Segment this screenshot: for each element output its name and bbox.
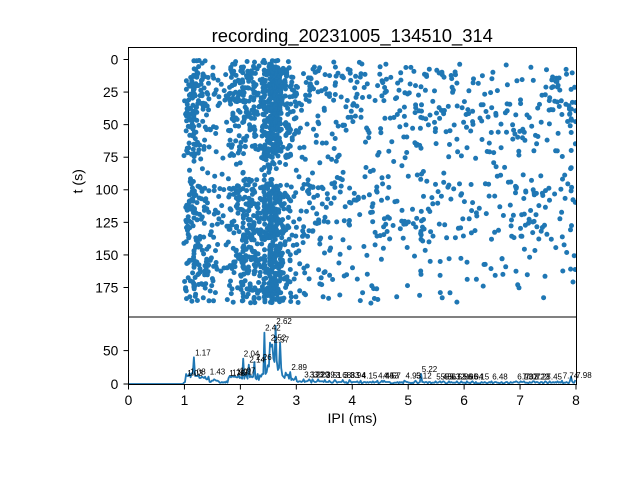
svg-text:1.97: 1.97 bbox=[240, 366, 256, 375]
svg-text:2.14: 2.14 bbox=[249, 356, 265, 365]
svg-text:75: 75 bbox=[103, 150, 119, 165]
svg-text:2.04: 2.04 bbox=[244, 350, 260, 359]
svg-text:7.02: 7.02 bbox=[522, 372, 538, 381]
svg-text:3.29: 3.29 bbox=[314, 370, 330, 379]
svg-text:175: 175 bbox=[95, 280, 118, 295]
svg-text:7.98: 7.98 bbox=[576, 371, 592, 380]
svg-text:3.83: 3.83 bbox=[344, 371, 360, 380]
svg-text:1: 1 bbox=[181, 393, 189, 408]
svg-text:25: 25 bbox=[103, 85, 119, 100]
svg-text:150: 150 bbox=[95, 248, 118, 263]
svg-text:3.68: 3.68 bbox=[336, 371, 352, 380]
svg-text:100: 100 bbox=[95, 183, 118, 198]
svg-text:6: 6 bbox=[460, 393, 468, 408]
svg-text:7: 7 bbox=[516, 393, 524, 408]
svg-text:5.95: 5.95 bbox=[463, 372, 479, 381]
svg-text:7.07: 7.07 bbox=[525, 372, 541, 381]
svg-text:3.51: 3.51 bbox=[326, 371, 342, 380]
svg-text:1.78: 1.78 bbox=[229, 369, 245, 378]
svg-text:7.45: 7.45 bbox=[546, 372, 562, 381]
svg-text:0: 0 bbox=[111, 377, 119, 392]
svg-text:2: 2 bbox=[237, 393, 245, 408]
svg-text:2.57: 2.57 bbox=[274, 336, 290, 345]
svg-text:4: 4 bbox=[348, 393, 356, 408]
svg-text:6.04: 6.04 bbox=[468, 372, 484, 381]
svg-text:1.83: 1.83 bbox=[232, 368, 248, 377]
svg-text:5: 5 bbox=[404, 393, 412, 408]
svg-text:3.12: 3.12 bbox=[304, 370, 320, 379]
svg-text:1.43: 1.43 bbox=[210, 368, 226, 377]
svg-text:5.86: 5.86 bbox=[458, 372, 474, 381]
svg-text:6.15: 6.15 bbox=[474, 372, 490, 381]
svg-text:4.57: 4.57 bbox=[385, 372, 401, 381]
svg-text:3.94: 3.94 bbox=[350, 371, 366, 380]
svg-text:6.93: 6.93 bbox=[517, 372, 533, 381]
svg-text:t (s): t (s) bbox=[71, 169, 87, 193]
svg-text:IPI (ms): IPI (ms) bbox=[327, 411, 377, 427]
svg-text:5.12: 5.12 bbox=[416, 372, 432, 381]
svg-text:50: 50 bbox=[103, 344, 119, 359]
svg-text:7.74: 7.74 bbox=[563, 372, 579, 381]
svg-text:0: 0 bbox=[125, 393, 133, 408]
svg-text:2.52: 2.52 bbox=[271, 334, 287, 343]
svg-text:3.22: 3.22 bbox=[310, 370, 326, 379]
svg-text:2.62: 2.62 bbox=[276, 317, 292, 326]
svg-text:5.22: 5.22 bbox=[422, 365, 438, 374]
svg-text:4.44: 4.44 bbox=[378, 372, 394, 381]
svg-text:0: 0 bbox=[111, 52, 119, 67]
svg-text:125: 125 bbox=[95, 215, 118, 230]
svg-text:1.03: 1.03 bbox=[187, 369, 203, 378]
svg-text:5.56: 5.56 bbox=[441, 372, 457, 381]
svg-text:2.42: 2.42 bbox=[265, 324, 281, 333]
svg-text:1.17: 1.17 bbox=[195, 348, 211, 357]
svg-text:6.48: 6.48 bbox=[492, 372, 508, 381]
svg-text:2.26: 2.26 bbox=[256, 353, 272, 362]
svg-text:3: 3 bbox=[292, 393, 300, 408]
svg-text:4.93: 4.93 bbox=[406, 372, 422, 381]
svg-text:4.15: 4.15 bbox=[362, 372, 378, 381]
svg-text:7.22: 7.22 bbox=[534, 372, 550, 381]
svg-text:7.25: 7.25 bbox=[535, 372, 551, 381]
svg-text:recording_20231005_134510_314: recording_20231005_134510_314 bbox=[212, 25, 493, 47]
svg-text:2.89: 2.89 bbox=[291, 363, 307, 372]
svg-text:4.53: 4.53 bbox=[383, 372, 399, 381]
svg-text:5.72: 5.72 bbox=[450, 372, 466, 381]
svg-text:3.39: 3.39 bbox=[319, 370, 335, 379]
svg-text:5.63: 5.63 bbox=[445, 372, 461, 381]
svg-text:5.48: 5.48 bbox=[436, 372, 452, 381]
svg-text:1.08: 1.08 bbox=[190, 368, 206, 377]
svg-text:50: 50 bbox=[103, 118, 119, 133]
svg-text:8: 8 bbox=[572, 393, 580, 408]
svg-text:1.91: 1.91 bbox=[237, 368, 253, 377]
